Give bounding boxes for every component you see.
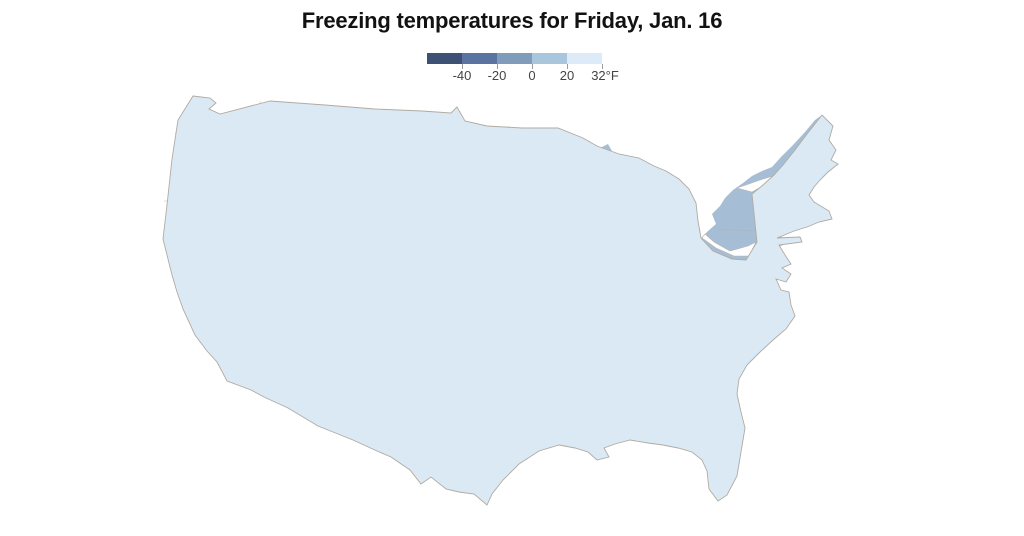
legend-color-bar [427,53,602,64]
us-nation-outline [162,95,839,506]
legend-label-neg20: -20 [487,68,507,83]
legend-tick [497,64,498,69]
legend-tick [602,64,603,69]
us-temperature-map [160,88,860,518]
legend-swatch-zero [497,53,532,64]
legend-label-20: 20 [559,68,575,83]
legend-label-neg40: -40 [452,68,472,83]
us-map-svg [162,95,839,506]
legend-swatch-32 [567,53,602,64]
legend-tick [462,64,463,69]
legend-tick [532,64,533,69]
lake-erie [701,233,757,257]
legend-label-32f: 32°F [591,68,619,83]
legend-swatch-neg40 [427,53,462,64]
legend-tick [567,64,568,69]
legend-swatch-neg20 [462,53,497,64]
legend-swatch-20 [532,53,567,64]
legend-label-zero: 0 [528,68,536,83]
page-title: Freezing temperatures for Friday, Jan. 1… [301,8,723,33]
